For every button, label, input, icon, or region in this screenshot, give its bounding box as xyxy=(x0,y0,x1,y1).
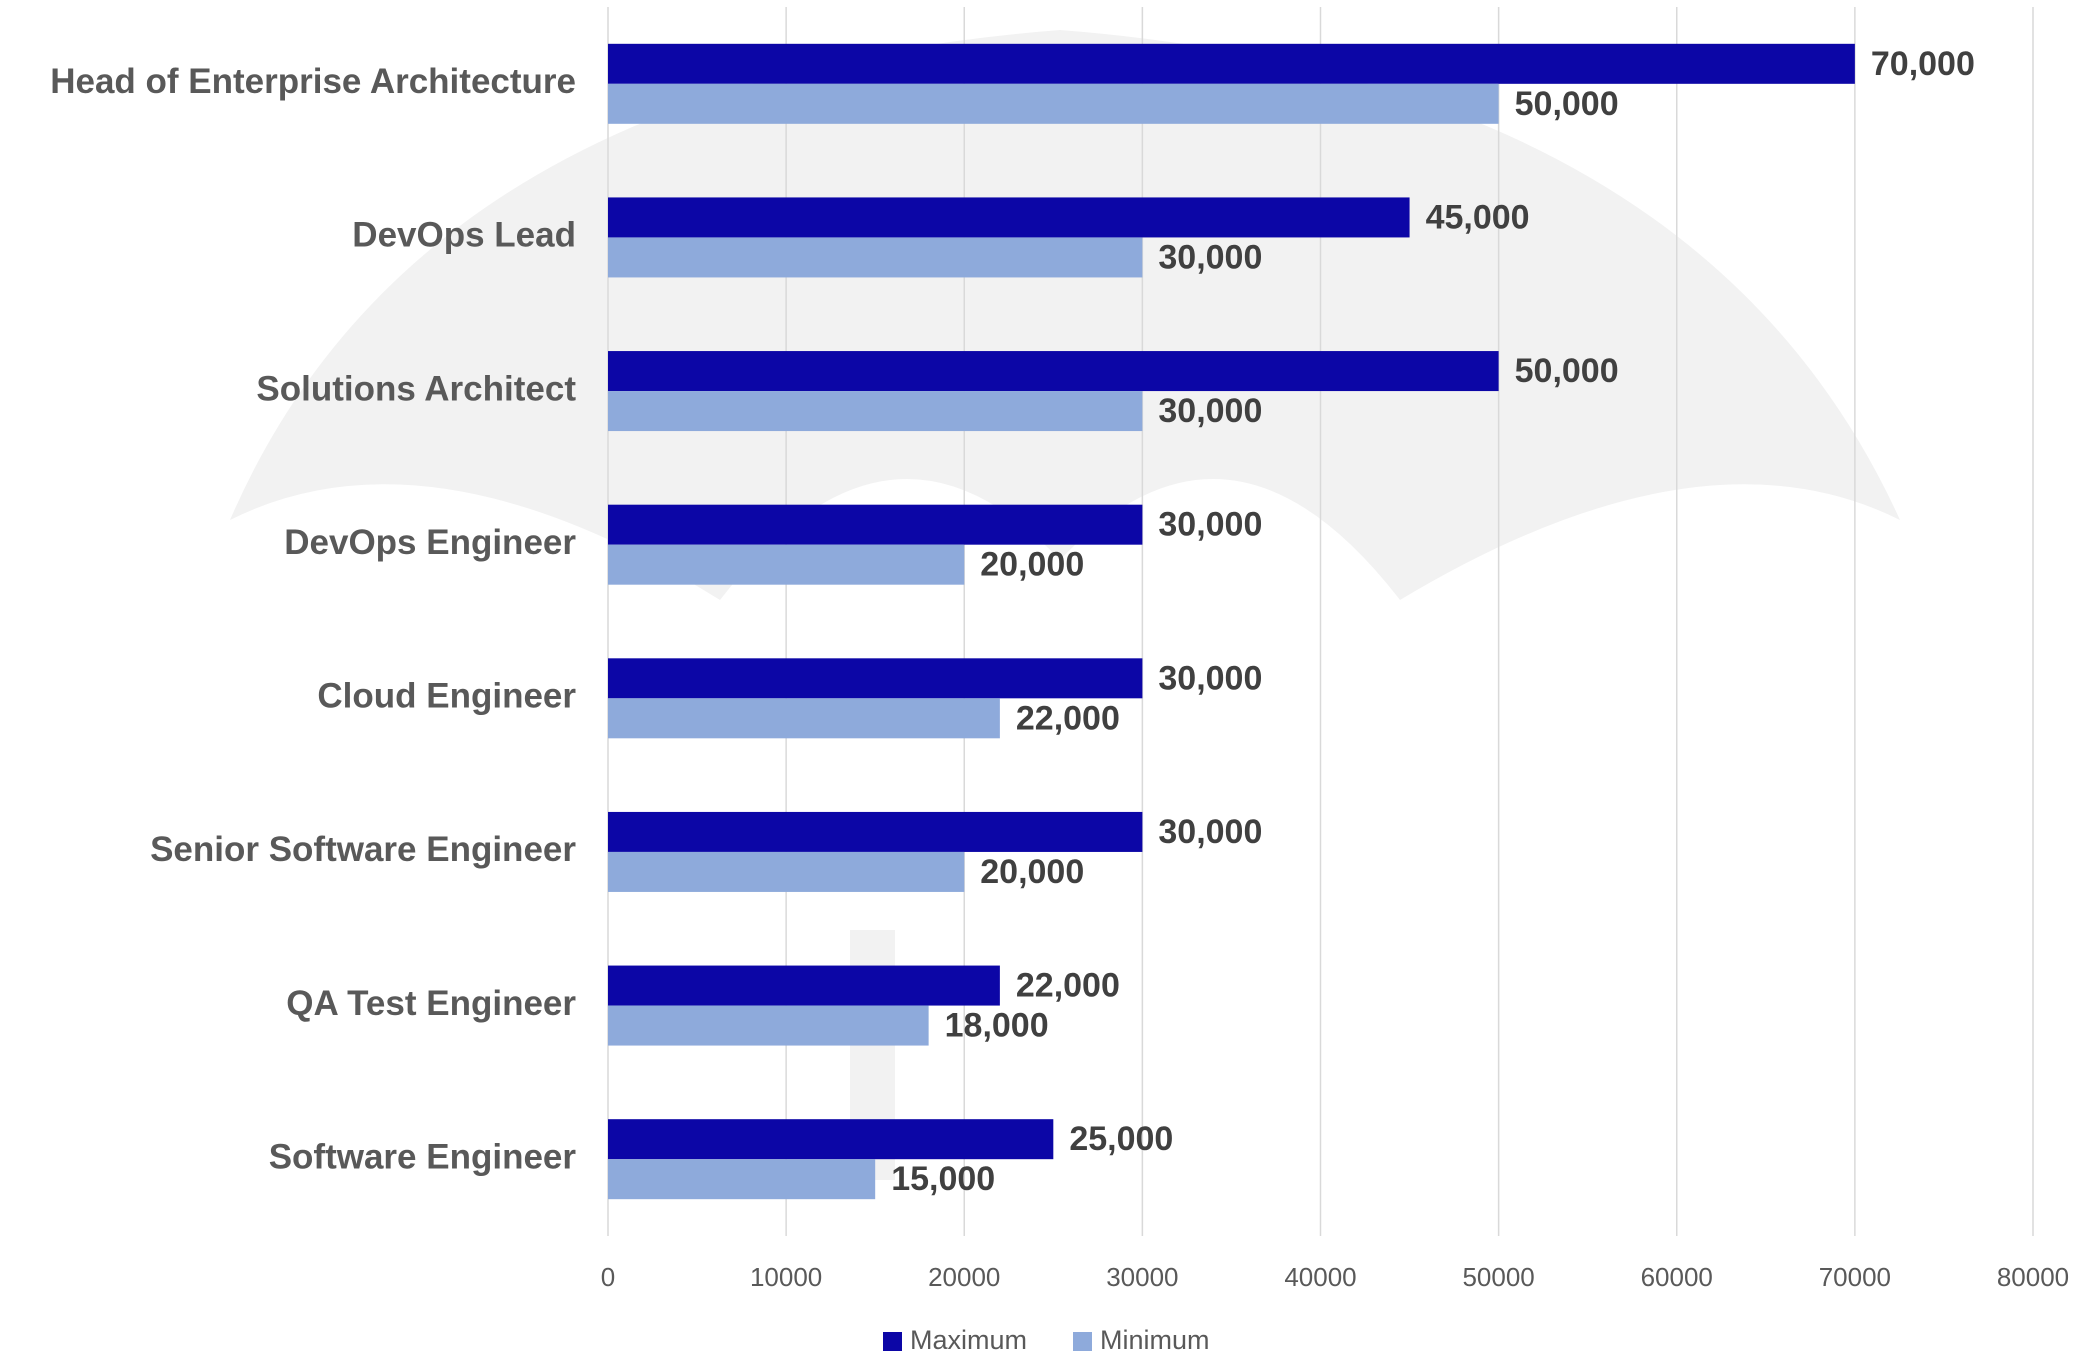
x-tick-label: 0 xyxy=(601,1262,615,1292)
x-tick-label: 80000 xyxy=(1997,1262,2069,1292)
data-label: 20,000 xyxy=(980,853,1084,891)
bar xyxy=(608,1159,876,1200)
y-tick-label: Solutions Architect xyxy=(256,369,576,408)
bar xyxy=(608,544,965,585)
x-tick-label: 50000 xyxy=(1462,1262,1534,1292)
y-tick-label: Cloud Engineer xyxy=(317,677,576,716)
bar xyxy=(608,237,1143,278)
bar xyxy=(608,504,1143,545)
x-tick-label: 70000 xyxy=(1819,1262,1891,1292)
data-label: 15,000 xyxy=(891,1160,995,1198)
bar xyxy=(608,658,1143,699)
data-label: 30,000 xyxy=(1158,392,1262,430)
data-label: 30,000 xyxy=(1158,659,1262,697)
y-tick-label: Senior Software Engineer xyxy=(150,830,576,869)
bar xyxy=(608,1119,1054,1160)
bar xyxy=(608,43,1855,84)
y-tick-label: DevOps Lead xyxy=(352,216,576,255)
data-label: 45,000 xyxy=(1426,198,1530,236)
x-tick-label: 60000 xyxy=(1641,1262,1713,1292)
x-tick-label: 10000 xyxy=(750,1262,822,1292)
y-tick-label: Head of Enterprise Architecture xyxy=(50,62,576,101)
bar xyxy=(608,698,1000,739)
legend-label: Minimum xyxy=(1100,1325,1210,1353)
y-tick-label: DevOps Engineer xyxy=(284,523,576,562)
data-label: 25,000 xyxy=(1069,1120,1173,1158)
x-tick-label: 30000 xyxy=(1106,1262,1178,1292)
bar xyxy=(608,391,1143,432)
x-tick-label: 20000 xyxy=(928,1262,1000,1292)
bar xyxy=(608,351,1499,392)
bar xyxy=(608,197,1410,238)
legend-label: Maximum xyxy=(910,1325,1027,1353)
data-label: 22,000 xyxy=(1016,967,1120,1005)
y-tick-label: Software Engineer xyxy=(269,1137,577,1176)
data-label: 30,000 xyxy=(1158,238,1262,276)
bar xyxy=(608,1005,929,1046)
data-label: 70,000 xyxy=(1871,45,1975,83)
y-tick-label: QA Test Engineer xyxy=(286,984,576,1023)
bar xyxy=(608,811,1143,852)
data-label: 30,000 xyxy=(1158,506,1262,544)
data-label: 50,000 xyxy=(1515,352,1619,390)
bar xyxy=(608,83,1499,124)
legend-swatch xyxy=(1073,1332,1092,1351)
data-label: 50,000 xyxy=(1515,85,1619,123)
data-label: 22,000 xyxy=(1016,699,1120,737)
data-label: 30,000 xyxy=(1158,813,1262,851)
bar xyxy=(608,965,1000,1006)
data-label: 18,000 xyxy=(945,1007,1049,1045)
legend-swatch xyxy=(883,1332,902,1351)
x-tick-label: 40000 xyxy=(1284,1262,1356,1292)
bar xyxy=(608,851,965,892)
data-label: 20,000 xyxy=(980,546,1084,584)
